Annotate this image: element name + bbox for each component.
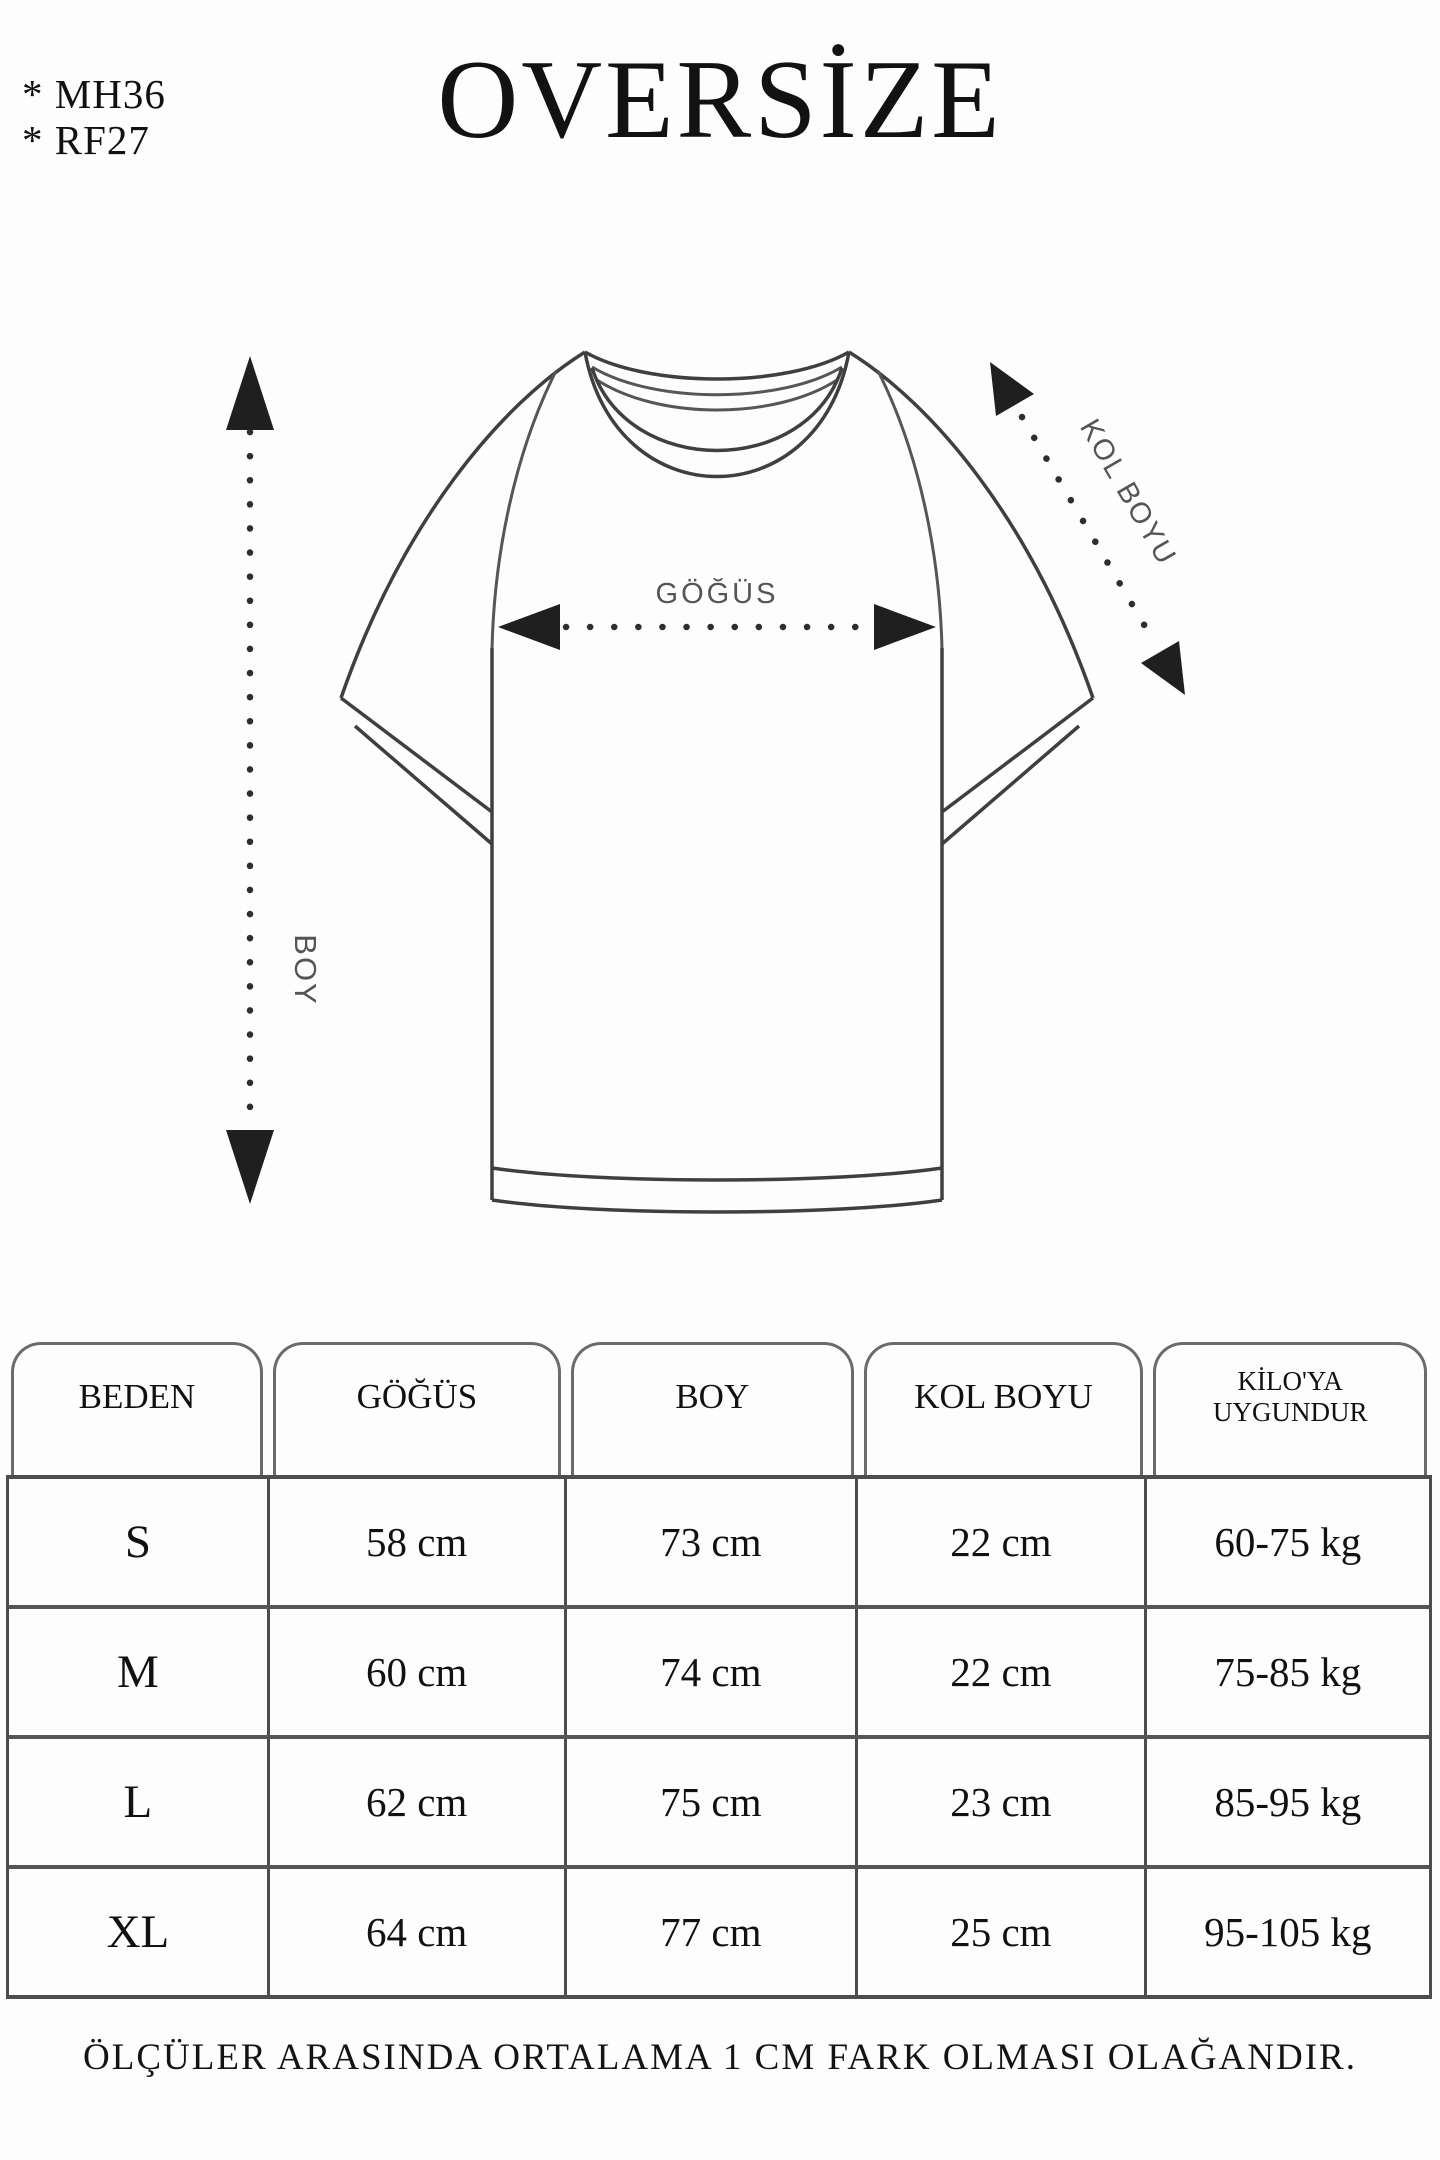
page-title: OVERSİZE bbox=[437, 38, 1003, 162]
cell-size: M bbox=[9, 1609, 270, 1735]
cell-length: 77 cm bbox=[567, 1869, 859, 1995]
header-kol-boyu: KOL BOYU bbox=[863, 1342, 1144, 1475]
cell-sleeve: 25 cm bbox=[858, 1869, 1147, 1995]
cell-sleeve: 22 cm bbox=[858, 1479, 1147, 1605]
cell-weight: 85-95 kg bbox=[1214, 1779, 1362, 1825]
cell-sleeve: 23 cm bbox=[858, 1739, 1147, 1865]
cell-chest: 64 cm bbox=[270, 1869, 567, 1995]
measurement-note: ÖLÇÜLER ARASINDA ORTALAMA 1 CM FARK OLMA… bbox=[83, 2037, 1357, 2078]
header-boy: BOY bbox=[570, 1342, 854, 1475]
chest-arrow: GÖĞÜS bbox=[498, 577, 936, 650]
cell-chest: 58 cm bbox=[270, 1479, 567, 1605]
header-kiloya-uygundur: KİLO'YA UYGUNDUR bbox=[1153, 1342, 1427, 1475]
cell-length: 75 cm bbox=[567, 1739, 859, 1865]
cell-weight: 95-105 kg bbox=[1204, 1909, 1372, 1955]
arrow-downright-icon bbox=[1141, 641, 1185, 695]
product-code-2: * RF27 bbox=[22, 116, 150, 163]
arrow-up-icon bbox=[226, 356, 274, 430]
cell-size: S bbox=[9, 1479, 270, 1605]
size-table: BEDEN GÖĞÜS BOY KOL BOYU KİLO'YA UYGUNDU… bbox=[6, 1342, 1432, 1999]
table-row-xl: XL 64 cm 77 cm 25 cm 95-105 kg bbox=[9, 1865, 1429, 1995]
cell-chest: 60 cm bbox=[270, 1609, 567, 1735]
sleeve-label: KOL BOYU bbox=[1073, 414, 1182, 571]
cell-weight: 75-85 kg bbox=[1214, 1649, 1362, 1695]
arrow-down-icon bbox=[226, 1130, 274, 1204]
length-label: BOY bbox=[288, 934, 323, 1005]
table-row-m: M 60 cm 74 cm 22 cm 75-85 kg bbox=[9, 1605, 1429, 1735]
tshirt-size-diagram: BOY GÖĞÜS KOL BOYU bbox=[226, 350, 1185, 1214]
product-code-1: * MH36 bbox=[22, 71, 166, 117]
length-arrow: BOY bbox=[226, 356, 323, 1204]
size-table-body: S 58 cm 73 cm 22 cm 60-75 kg M 60 cm 74 … bbox=[6, 1475, 1432, 1999]
cell-size: XL bbox=[9, 1869, 270, 1995]
cell-chest: 62 cm bbox=[270, 1739, 567, 1865]
product-codes: * MH36 * RF27 bbox=[22, 71, 166, 164]
cell-weight: 60-75 kg bbox=[1214, 1519, 1362, 1565]
size-table-header: BEDEN GÖĞÜS BOY KOL BOYU KİLO'YA UYGUNDU… bbox=[6, 1342, 1432, 1475]
header-gogus: GÖĞÜS bbox=[272, 1342, 561, 1475]
arrow-upleft-icon bbox=[990, 362, 1034, 416]
arrow-left-icon bbox=[498, 604, 560, 650]
cell-length: 74 cm bbox=[567, 1609, 859, 1735]
table-row-s: S 58 cm 73 cm 22 cm 60-75 kg bbox=[9, 1479, 1429, 1605]
sleeve-arrow: KOL BOYU bbox=[990, 362, 1185, 695]
tshirt-drawing bbox=[339, 350, 1095, 1214]
cell-length: 73 cm bbox=[567, 1479, 859, 1605]
cell-size: L bbox=[9, 1739, 270, 1865]
header-beden: BEDEN bbox=[11, 1342, 263, 1475]
chest-label: GÖĞÜS bbox=[656, 577, 779, 610]
table-row-l: L 62 cm 75 cm 23 cm 85-95 kg bbox=[9, 1735, 1429, 1865]
arrow-right-icon bbox=[874, 604, 936, 650]
cell-sleeve: 22 cm bbox=[858, 1609, 1147, 1735]
